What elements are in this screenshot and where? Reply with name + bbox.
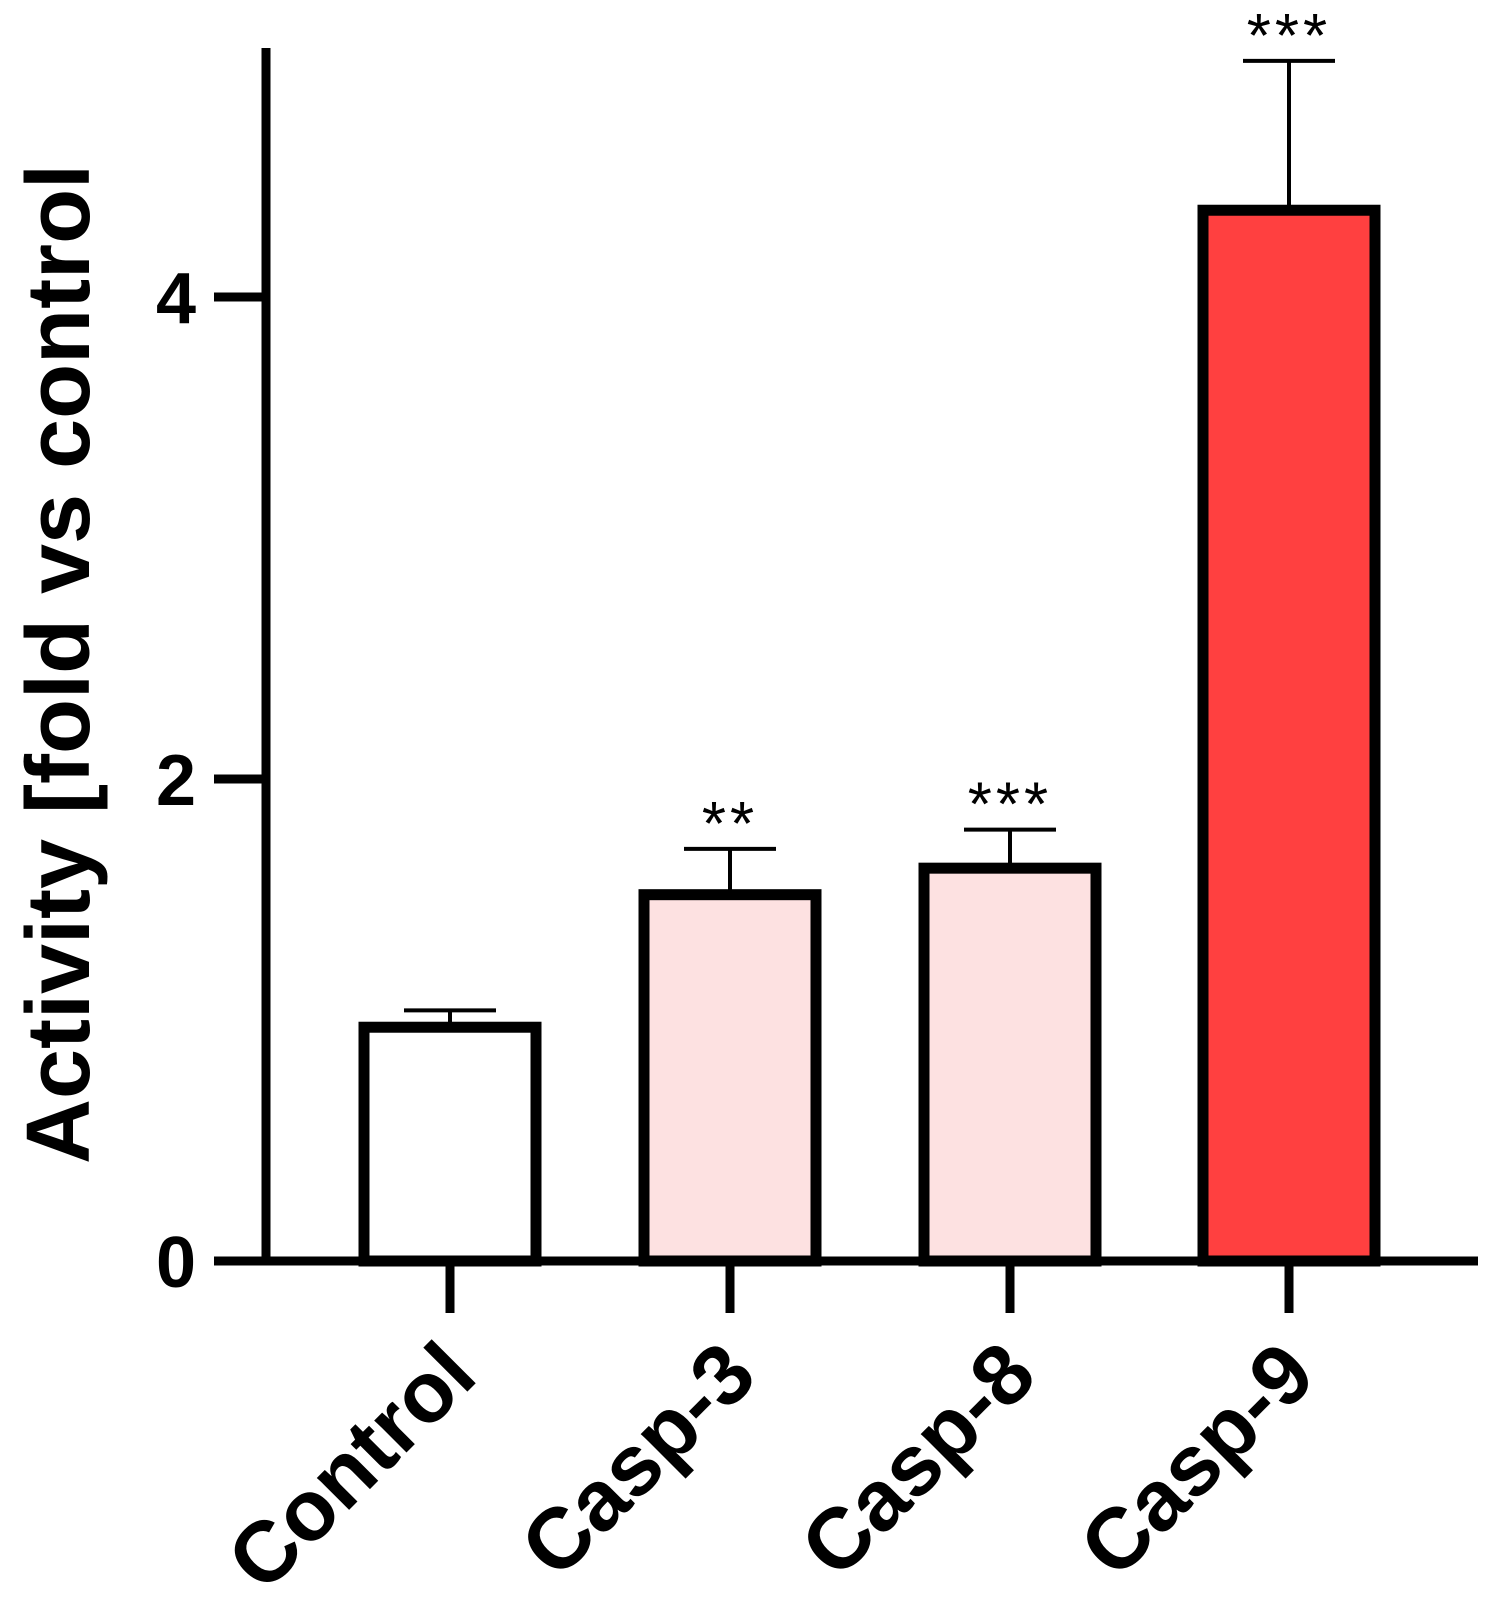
x-tick-label: Control bbox=[209, 1325, 493, 1609]
x-tick-label: Casp-3 bbox=[503, 1325, 774, 1596]
bar-control bbox=[358, 1021, 542, 1267]
bar-casp-3 bbox=[638, 889, 822, 1267]
y-tick-label: 0 bbox=[156, 1223, 196, 1303]
y-axis-label: Activity [fold vs control bbox=[9, 164, 109, 1164]
bar-casp-9 bbox=[1197, 204, 1381, 1267]
axes-layer bbox=[214, 48, 1478, 1266]
x-tick-label: Casp-8 bbox=[783, 1325, 1054, 1596]
significance-label: *** bbox=[968, 771, 1052, 840]
y-ticks-layer: 0 2 4 bbox=[156, 259, 266, 1303]
error-bars-layer bbox=[404, 58, 1335, 1028]
bar-casp-8 bbox=[918, 862, 1102, 1267]
significance-label: ** bbox=[702, 790, 758, 859]
bars-layer bbox=[358, 204, 1381, 1267]
significance-layer: ** ****** bbox=[702, 2, 1331, 859]
significance-label: *** bbox=[1247, 2, 1331, 71]
x-ticks-layer: Control Casp-3 Casp-8 Casp-9 bbox=[209, 1261, 1332, 1609]
y-tick-label: 2 bbox=[156, 741, 196, 821]
y-tick-label: 4 bbox=[156, 259, 196, 339]
x-tick-label: Casp-9 bbox=[1062, 1325, 1333, 1596]
